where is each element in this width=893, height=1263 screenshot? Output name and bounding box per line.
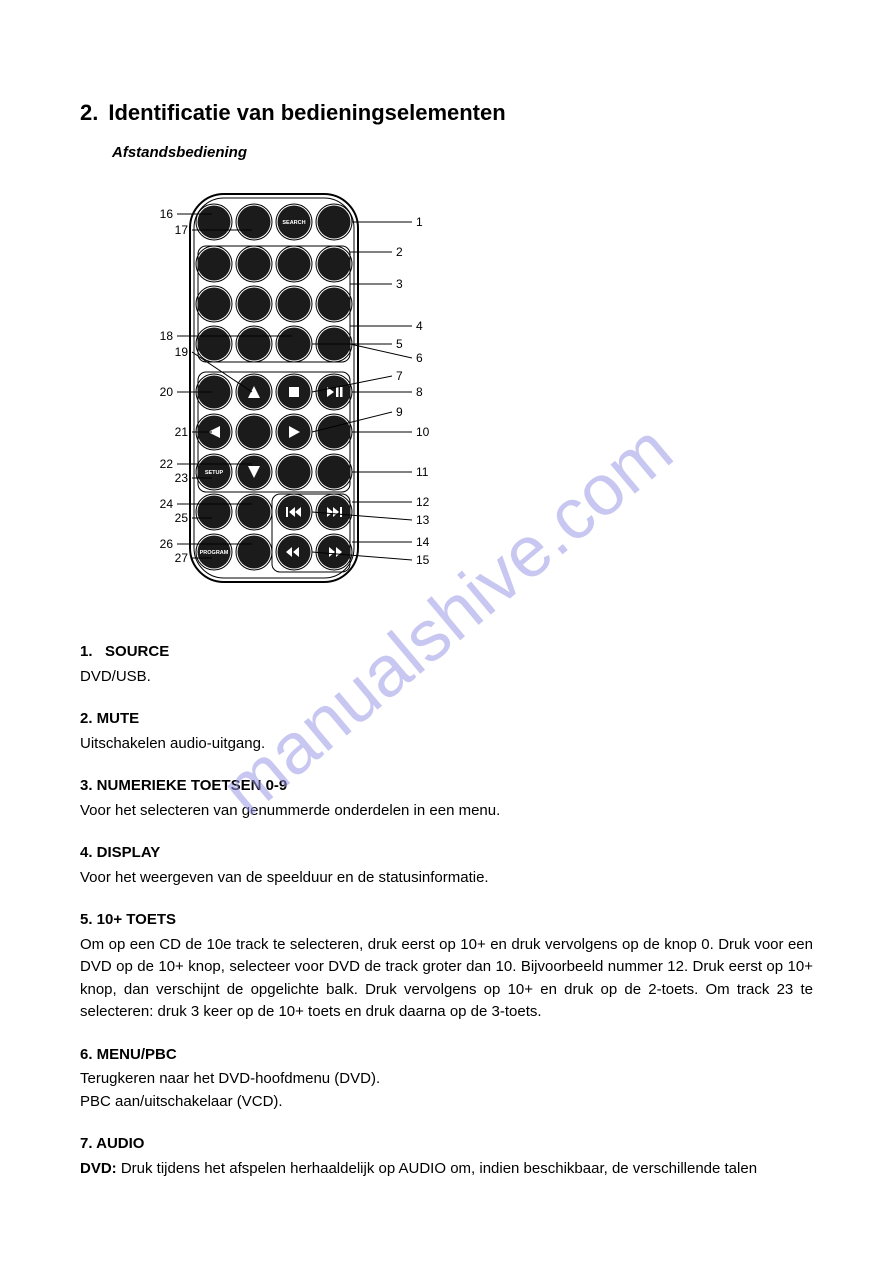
- svg-text:16: 16: [160, 207, 174, 221]
- svg-text:7: 7: [396, 369, 403, 383]
- section-body-1: DVD/USB.: [80, 666, 813, 689]
- svg-text:4: 4: [416, 319, 423, 333]
- svg-text:6: 6: [416, 351, 423, 365]
- section-body-2: Uitschakelen audio-uitgang.: [80, 733, 813, 756]
- svg-text:5: 5: [396, 337, 403, 351]
- svg-text:22: 22: [160, 457, 174, 471]
- svg-text:2: 2: [396, 245, 403, 259]
- section-heading-1: 1. SOURCE: [80, 641, 813, 664]
- svg-text:12: 12: [416, 495, 430, 509]
- svg-text:11: 11: [416, 465, 429, 479]
- svg-text:PROGRAM: PROGRAM: [200, 550, 229, 556]
- section-6: 6. MENU/PBCTerugkeren naar het DVD-hoofd…: [80, 1044, 813, 1114]
- section-heading-7: 7. AUDIO: [80, 1133, 813, 1156]
- svg-text:SETUP: SETUP: [205, 470, 224, 476]
- svg-text:10: 10: [416, 425, 430, 439]
- svg-text:24: 24: [160, 497, 174, 511]
- svg-text:26: 26: [160, 537, 174, 551]
- svg-text:14: 14: [416, 535, 430, 549]
- svg-text:9: 9: [396, 405, 403, 419]
- svg-text:1: 1: [416, 215, 423, 229]
- svg-text:15: 15: [416, 553, 430, 567]
- heading-text: Identificatie van bedieningselementen: [108, 100, 505, 126]
- section-body-6: Terugkeren naar het DVD-hoofdmenu (DVD).…: [80, 1068, 813, 1113]
- section-heading-3: 3. NUMERIEKE TOETSEN 0-9: [80, 775, 813, 798]
- subtitle: Afstandsbediening: [112, 144, 813, 161]
- section-num: 1.: [80, 643, 93, 660]
- svg-text:27: 27: [175, 551, 189, 565]
- section-4: 4. DISPLAYVoor het weergeven van de spee…: [80, 842, 813, 889]
- section-body-4: Voor het weergeven van de speelduur en d…: [80, 867, 813, 890]
- svg-text:18: 18: [160, 329, 174, 343]
- remote-diagram: SEARCHSETUPPROGRAM1617181920212223242526…: [112, 176, 813, 591]
- section-title: SOURCE: [105, 643, 169, 660]
- section-1: 1. SOURCEDVD/USB.: [80, 641, 813, 688]
- svg-text:21: 21: [175, 425, 189, 439]
- heading-number: 2.: [80, 100, 98, 126]
- section-heading-6: 6. MENU/PBC: [80, 1044, 813, 1067]
- section-body-3: Voor het selecteren van genummerde onder…: [80, 800, 813, 823]
- svg-text:23: 23: [175, 471, 189, 485]
- svg-text:19: 19: [175, 345, 189, 359]
- section-2: 2. MUTEUitschakelen audio-uitgang.: [80, 708, 813, 755]
- svg-text:20: 20: [160, 385, 174, 399]
- svg-text:17: 17: [175, 223, 189, 237]
- section-heading-2: 2. MUTE: [80, 708, 813, 731]
- svg-text:SEARCH: SEARCH: [282, 220, 305, 226]
- svg-text:25: 25: [175, 511, 189, 525]
- section-body-bold-prefix: DVD:: [80, 1160, 117, 1177]
- section-5: 5. 10+ TOETSOm op een CD de 10e track te…: [80, 909, 813, 1024]
- section-heading: 2. Identificatie van bedieningselementen: [80, 100, 813, 126]
- section-body-7: DVD: Druk tijdens het afspelen herhaalde…: [80, 1158, 813, 1181]
- section-7: 7. AUDIODVD: Druk tijdens het afspelen h…: [80, 1133, 813, 1180]
- section-heading-4: 4. DISPLAY: [80, 842, 813, 865]
- svg-text:13: 13: [416, 513, 430, 527]
- section-heading-5: 5. 10+ TOETS: [80, 909, 813, 932]
- svg-text:3: 3: [396, 277, 403, 291]
- svg-text:8: 8: [416, 385, 423, 399]
- section-3: 3. NUMERIEKE TOETSEN 0-9Voor het selecte…: [80, 775, 813, 822]
- section-body-5: Om op een CD de 10e track te selecteren,…: [80, 934, 813, 1024]
